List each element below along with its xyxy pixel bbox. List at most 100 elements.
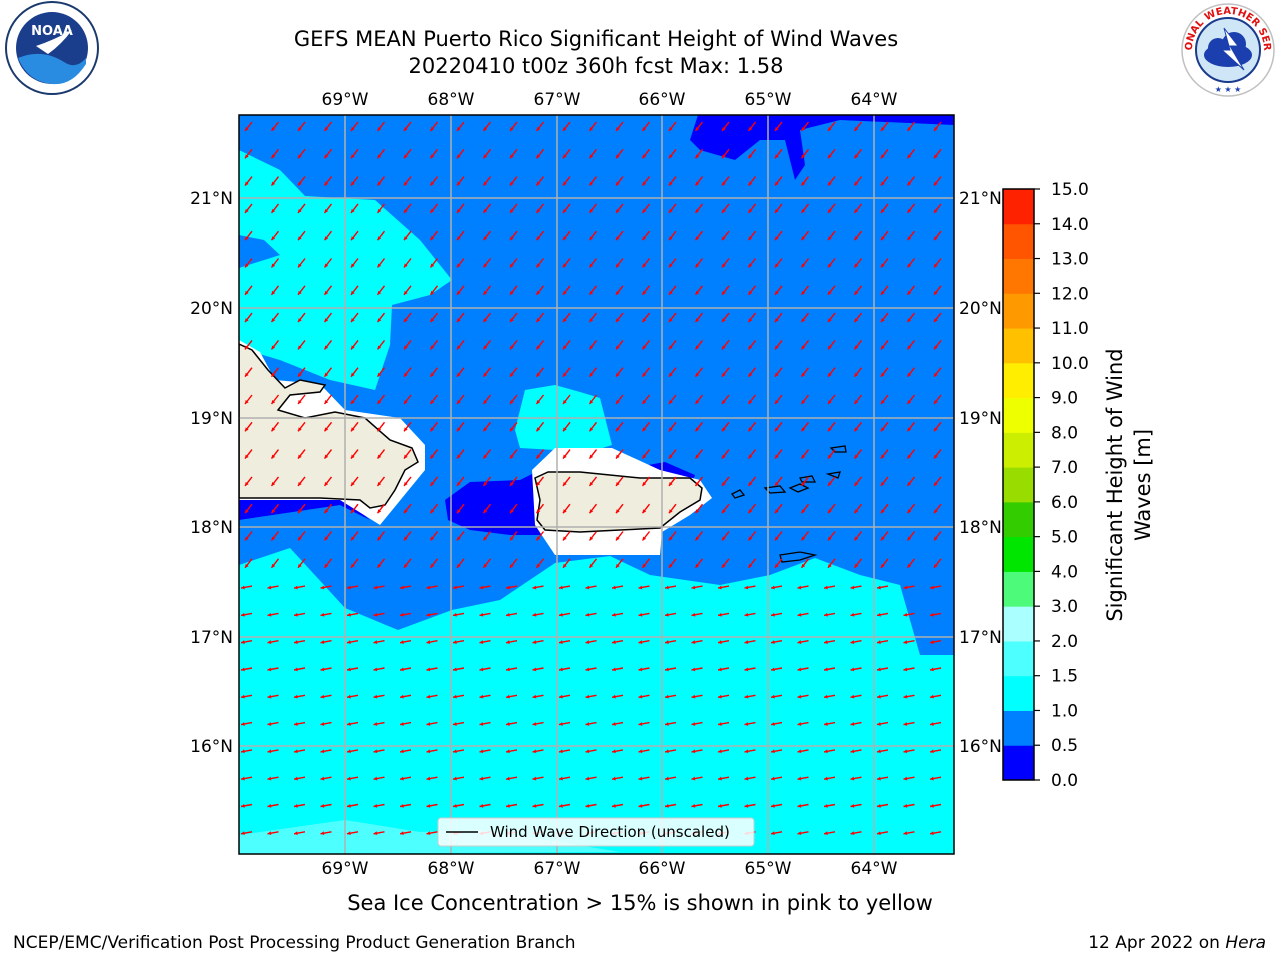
wind-arrow: [509, 367, 518, 378]
wind-arrow: [532, 585, 544, 590]
wind-arrow: [482, 258, 492, 268]
lon-label-bottom: 67°W: [534, 859, 581, 879]
wind-arrow: [509, 121, 518, 132]
wind-arrow: [399, 803, 412, 808]
wind-arrow: [323, 367, 333, 378]
wind-arrow: [876, 803, 889, 808]
wind-arrow: [323, 339, 333, 350]
svg-text:NOAA: NOAA: [31, 24, 73, 39]
wind-arrow: [747, 531, 757, 541]
wind-arrow: [717, 803, 730, 808]
wind-arrow: [479, 803, 491, 808]
wind-arrow: [346, 640, 359, 644]
lon-label-top: 64°W: [851, 90, 898, 110]
wind-arrow: [558, 667, 571, 672]
wind-arrow: [611, 721, 624, 726]
wind-arrow: [827, 285, 836, 296]
wind-arrow: [774, 203, 783, 214]
wind-arrow: [774, 367, 783, 378]
colorbar-tick-label: 1.0: [1051, 701, 1078, 721]
wind-arrow: [853, 230, 863, 241]
wind-arrow: [747, 258, 757, 268]
colorbar-frame: [1002, 188, 1035, 781]
wave-band-1.0-1.5-south: [239, 548, 954, 854]
wind-arrow: [615, 339, 624, 350]
wind-arrow: [479, 721, 491, 726]
lon-label-top: 67°W: [534, 90, 581, 110]
wind-arrow: [346, 721, 359, 726]
lat-label-left: 21°N: [190, 189, 233, 209]
lat-label-right: 16°N: [959, 737, 1002, 757]
wind-arrow: [853, 394, 863, 405]
wind-arrow: [770, 667, 783, 672]
wind-arrow: [452, 667, 465, 672]
wind-arrow: [876, 721, 889, 726]
wind-arrow: [376, 121, 386, 132]
wind-arrow: [532, 612, 544, 617]
wind-arrow: [452, 640, 465, 644]
wind-arrow: [482, 558, 492, 569]
wind-arrow: [350, 285, 359, 296]
wind-arrow: [509, 203, 518, 214]
wind-arrow: [585, 585, 597, 590]
wind-arrow: [558, 803, 571, 808]
colorbar-tick-label: 11.0: [1051, 319, 1089, 339]
wind-arrow: [615, 449, 624, 460]
wind-arrow: [694, 121, 704, 132]
wind-arrow: [588, 258, 598, 268]
wind-arrow: [827, 312, 836, 323]
nws-logo: NATIONAL WEATHER SERVICE ★ ★ ★: [1178, 0, 1275, 97]
wind-arrow: [267, 831, 279, 836]
wind-arrow: [691, 667, 703, 672]
wind-arrow: [535, 394, 545, 405]
wind-arrow: [615, 230, 624, 241]
wind-arrow: [429, 503, 439, 514]
wind-arrow: [244, 367, 253, 378]
wind-arrow: [456, 531, 465, 541]
wind-arrow: [323, 176, 333, 187]
wind-arrow: [376, 230, 386, 241]
wind-arrow: [668, 531, 677, 541]
wind-arrow: [906, 312, 916, 323]
wind-arrow: [721, 503, 730, 514]
wind-arrow: [641, 449, 651, 460]
wind-arrow: [456, 339, 465, 350]
wind-arrow: [774, 230, 783, 241]
wind-arrow: [827, 476, 836, 487]
wind-arrow: [615, 558, 624, 569]
wind-arrow: [933, 176, 942, 187]
wind-arrow: [452, 803, 465, 808]
wind-arrow: [558, 694, 571, 699]
wind-arrow: [588, 203, 598, 214]
wind-arrow: [721, 421, 730, 432]
wind-arrow: [350, 148, 359, 159]
wind-arrow: [293, 612, 306, 617]
wind-arrow: [800, 121, 810, 132]
wind-arrow: [668, 449, 677, 460]
wind-arrow: [850, 640, 862, 644]
lon-label-bottom: 69°W: [322, 859, 369, 879]
wind-arrow: [691, 585, 703, 590]
wind-arrow: [509, 230, 518, 241]
wind-arrow: [429, 476, 439, 487]
footer-date: 12 Apr 2022 on Hera: [1088, 933, 1266, 953]
wind-arrow: [482, 285, 492, 296]
wind-arrow: [800, 449, 810, 460]
wind-arrow: [482, 531, 492, 541]
wind-arrow: [270, 394, 280, 405]
wind-arrow: [853, 558, 863, 569]
wind-arrow: [853, 476, 863, 487]
wind-arrow: [376, 449, 386, 460]
wind-arrow: [429, 148, 439, 159]
wind-arrow: [747, 339, 757, 350]
wind-arrow: [933, 258, 942, 268]
wind-arrow: [721, 367, 730, 378]
wind-arrow: [429, 449, 439, 460]
wind-arrow: [293, 694, 306, 699]
wind-arrow: [509, 148, 518, 159]
wind-arrow: [399, 749, 412, 754]
wind-arrow: [297, 339, 306, 350]
wind-arrow: [906, 531, 916, 541]
wind-arrow: [717, 749, 730, 754]
wind-arrow: [558, 585, 571, 590]
